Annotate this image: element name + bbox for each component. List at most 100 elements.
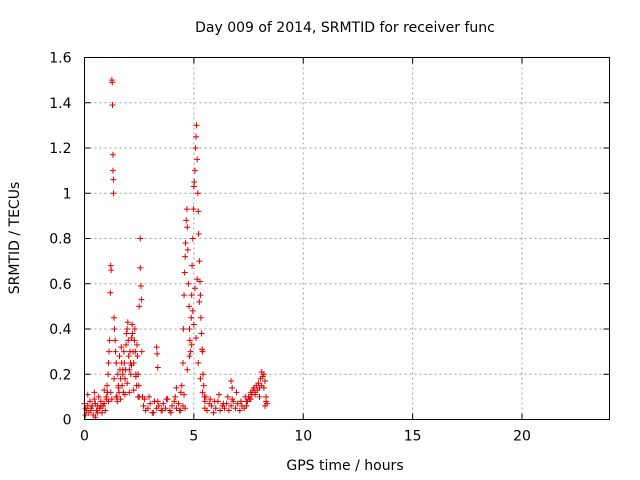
data-point: [212, 405, 219, 412]
data-point: [126, 366, 133, 373]
x-tick-label: 5: [189, 429, 198, 445]
data-point: [199, 348, 206, 355]
data-point: [182, 240, 189, 247]
data-point: [243, 402, 250, 409]
y-tick-label: 0.2: [49, 367, 71, 383]
data-point: [94, 409, 101, 416]
data-point: [163, 396, 170, 403]
chart-title: Day 009 of 2014, SRMTID for receiver fun…: [195, 20, 495, 36]
data-point: [125, 353, 132, 360]
data-point: [229, 396, 236, 403]
data-point: [175, 400, 182, 407]
data-point: [199, 389, 206, 396]
data-point: [140, 402, 147, 409]
data-point: [124, 380, 131, 387]
data-point: [109, 151, 116, 158]
y-tick-label: 1: [63, 186, 72, 202]
data-point: [191, 167, 198, 174]
data-point: [195, 208, 202, 215]
data-point: [216, 391, 223, 398]
data-point: [137, 283, 144, 290]
data-point: [247, 396, 254, 403]
data-point: [137, 235, 144, 242]
data-point: [263, 398, 270, 405]
data-point: [184, 246, 191, 253]
data-point: [119, 382, 126, 389]
data-point: [186, 337, 193, 344]
data-point: [127, 371, 134, 378]
data-point: [111, 314, 118, 321]
data-point: [229, 384, 236, 391]
data-point: [121, 391, 128, 398]
data-point: [186, 353, 193, 360]
data-point: [210, 409, 217, 416]
data-point: [104, 382, 111, 389]
data-point: [105, 398, 112, 405]
data-point: [169, 402, 175, 409]
data-point: [126, 389, 133, 396]
data-point: [119, 366, 126, 373]
data-point: [141, 396, 148, 403]
data-point: [105, 359, 112, 366]
data-point: [173, 384, 180, 391]
data-point: [114, 371, 121, 378]
data-point: [255, 380, 262, 387]
data-point: [258, 368, 265, 375]
data-point: [102, 407, 109, 414]
data-point: [112, 348, 119, 355]
y-tick-label: 1.2: [49, 141, 71, 157]
data-point: [207, 396, 214, 403]
data-point: [189, 262, 196, 269]
data-point: [154, 364, 161, 371]
data-point: [111, 375, 118, 382]
data-point: [196, 258, 203, 265]
data-point: [189, 235, 196, 242]
data-point: [181, 292, 188, 299]
data-points: [81, 77, 271, 421]
data-point: [106, 348, 112, 355]
y-axis-label: SRMTID / TECUs: [7, 182, 23, 295]
data-point: [107, 289, 114, 296]
data-point: [109, 79, 116, 86]
data-point: [147, 400, 154, 407]
y-tick-label: 1.4: [49, 96, 71, 112]
y-tick-label: 0.6: [49, 277, 71, 293]
data-point: [196, 298, 203, 305]
data-point: [124, 326, 131, 332]
data-point: [228, 402, 235, 409]
data-point: [105, 371, 112, 378]
data-point: [225, 407, 232, 414]
data-point: [187, 348, 194, 355]
data-point: [89, 402, 96, 409]
data-point: [120, 348, 127, 355]
data-point: [88, 407, 95, 414]
data-point: [191, 285, 198, 292]
data-point: [160, 400, 167, 407]
data-point: [193, 133, 200, 140]
data-point: [130, 387, 137, 394]
data-point: [179, 359, 186, 366]
data-point: [194, 276, 201, 283]
data-point: [188, 314, 195, 321]
data-point: [261, 402, 268, 409]
data-point: [191, 178, 198, 185]
data-point: [117, 396, 124, 403]
data-point: [234, 400, 241, 407]
data-point: [197, 292, 204, 299]
data-point: [195, 230, 202, 237]
y-tick-label: 0: [63, 413, 72, 429]
data-point: [118, 344, 125, 351]
data-point: [128, 362, 135, 369]
y-tick-label: 0.8: [49, 232, 71, 248]
data-point: [131, 337, 138, 344]
data-point: [138, 348, 145, 355]
data-point: [185, 280, 192, 287]
data-point: [124, 319, 131, 326]
data-point: [132, 348, 139, 355]
data-point: [113, 359, 120, 366]
data-point: [173, 405, 180, 412]
data-point: [181, 269, 188, 276]
data-point: [194, 190, 201, 197]
data-point: [110, 176, 117, 183]
